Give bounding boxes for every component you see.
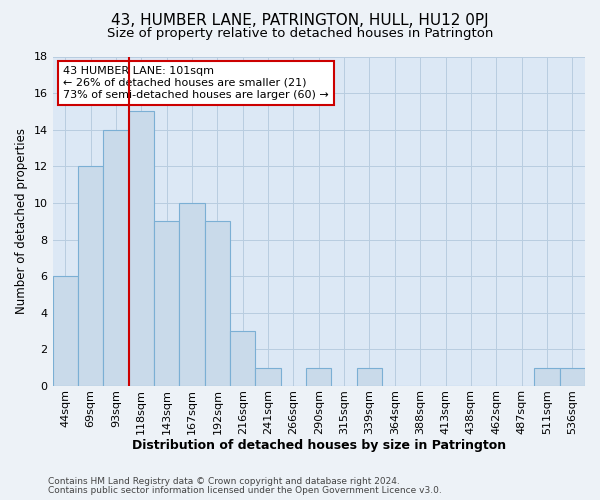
Bar (78, 166, 103, 386)
Bar (230, 331, 256, 386)
Bar (154, 222, 179, 386)
Bar (306, 368, 331, 386)
Bar (560, 368, 585, 386)
Bar (53, 276, 78, 386)
Y-axis label: Number of detached properties: Number of detached properties (15, 128, 28, 314)
Bar (128, 112, 154, 386)
Bar (205, 222, 230, 386)
Bar (357, 368, 382, 386)
Text: 43, HUMBER LANE, PATRINGTON, HULL, HU12 0PJ: 43, HUMBER LANE, PATRINGTON, HULL, HU12 … (111, 12, 489, 28)
Text: Contains public sector information licensed under the Open Government Licence v3: Contains public sector information licen… (48, 486, 442, 495)
Text: Size of property relative to detached houses in Patrington: Size of property relative to detached ho… (107, 28, 493, 40)
Bar (179, 203, 205, 386)
X-axis label: Distribution of detached houses by size in Patrington: Distribution of detached houses by size … (132, 440, 506, 452)
Text: 43 HUMBER LANE: 101sqm
← 26% of detached houses are smaller (21)
73% of semi-det: 43 HUMBER LANE: 101sqm ← 26% of detached… (63, 66, 329, 100)
Bar (534, 368, 560, 386)
Text: Contains HM Land Registry data © Crown copyright and database right 2024.: Contains HM Land Registry data © Crown c… (48, 477, 400, 486)
Bar (256, 368, 281, 386)
Bar (103, 130, 128, 386)
